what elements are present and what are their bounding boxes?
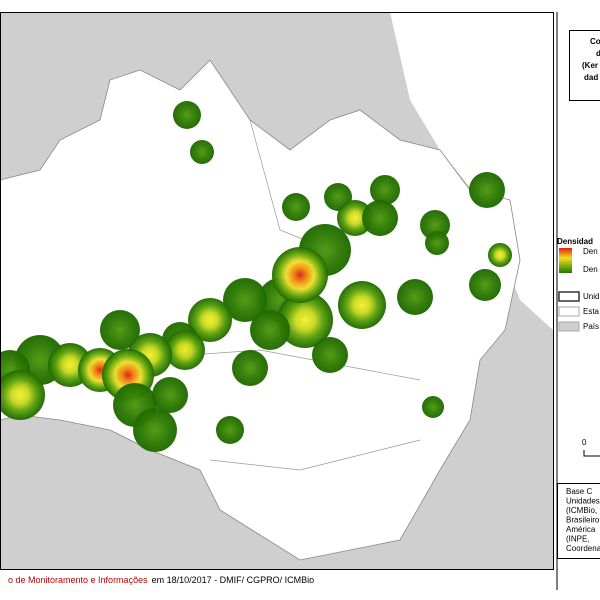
title-line: dad (584, 73, 598, 82)
legend-item: Esta (583, 307, 600, 316)
density-blob (0, 370, 45, 420)
density-blob (338, 281, 386, 329)
map-frame (0, 12, 554, 570)
source-text: Base CUnidades(ICMBio,BrasileiroAmérica(… (566, 487, 600, 553)
legend-swatch (558, 306, 580, 317)
density-blob (100, 310, 140, 350)
legend-item: Den (583, 265, 598, 274)
density-blob (370, 175, 400, 205)
density-blob (282, 193, 310, 221)
density-blob (223, 278, 267, 322)
density-blob (133, 408, 177, 452)
density-blob (250, 310, 290, 350)
source-box (557, 483, 600, 559)
density-blobs (0, 101, 512, 452)
density-blob (272, 247, 328, 303)
title-line: (Ker (582, 61, 598, 70)
source-line: Brasileiro (566, 516, 600, 525)
density-blob (469, 269, 501, 301)
legend-item: Unid (583, 292, 599, 301)
source-line: América (566, 525, 596, 534)
footer-highlight: o de Monitoramento e Informações (8, 575, 148, 585)
density-blob (165, 330, 205, 370)
density-blob (232, 350, 268, 386)
density-blob (422, 396, 444, 418)
source-line: (INPE, (566, 535, 590, 544)
density-blob (190, 140, 214, 164)
legend-ramp (559, 248, 572, 273)
title-box (569, 30, 600, 101)
source-line: Coordena (566, 544, 600, 553)
scale-label: 0 (582, 438, 587, 447)
density-blob (152, 377, 188, 413)
source-line: Base C (566, 487, 592, 496)
source-line: (ICMBio, (566, 506, 597, 515)
title-line: Co (590, 37, 600, 46)
density-blob (425, 231, 449, 255)
map (0, 12, 553, 569)
density-blob (488, 243, 512, 267)
density-blob (277, 292, 333, 348)
density-blob (469, 172, 505, 208)
source-line: Unidades (566, 497, 600, 506)
legend-item: País (583, 322, 599, 331)
legend-swatch (558, 321, 580, 332)
density-blob (188, 298, 232, 342)
density-blob (362, 200, 398, 236)
legend-item: Den (583, 247, 598, 256)
footer: o de Monitoramento e Informações em 18/10… (8, 575, 314, 585)
legend-swatch (558, 291, 580, 302)
density-blob (337, 200, 373, 236)
density-blob (173, 101, 201, 129)
legend-title: Densidad (557, 237, 593, 246)
density-blob (216, 416, 244, 444)
density-blob (312, 337, 348, 373)
title-line: d (596, 49, 600, 58)
scale-bar (583, 450, 600, 457)
footer-rest: em 18/10/2017 - DMIF/ CGPRO/ ICMBio (152, 575, 315, 585)
density-blob (397, 279, 433, 315)
